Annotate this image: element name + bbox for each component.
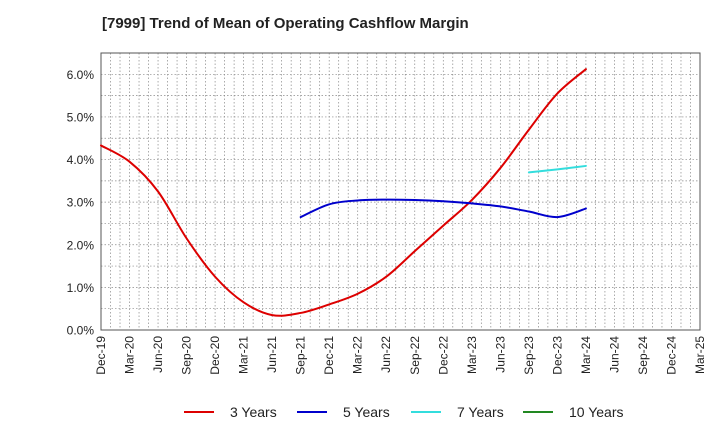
x-axis-tick-labels: Dec-19 Mar-20 Jun-20 Sep-20 Dec-20 Mar-21 Jun-… bbox=[94, 336, 707, 375]
x-tick-label: Mar-21 bbox=[237, 336, 251, 374]
x-tick-label: Sep-20 bbox=[180, 336, 194, 375]
y-tick-label: 5.0% bbox=[67, 110, 95, 124]
x-tick-label: Sep-21 bbox=[294, 336, 308, 375]
legend-item-10-years: 10 Years bbox=[523, 404, 624, 420]
x-tick-label: Sep-23 bbox=[522, 336, 536, 375]
legend-label: 7 Years bbox=[457, 404, 504, 420]
x-tick-label: Mar-24 bbox=[579, 336, 593, 374]
legend-swatch bbox=[297, 411, 327, 413]
y-tick-label: 6.0% bbox=[67, 68, 95, 82]
x-tick-label: Jun-20 bbox=[151, 336, 165, 373]
legend-swatch bbox=[184, 411, 214, 413]
series-line-7-years bbox=[527, 164, 587, 174]
chart-legend: 3 Years 5 Years 7 Years 10 Years bbox=[0, 404, 720, 426]
x-tick-label: Mar-20 bbox=[123, 336, 137, 374]
legend-item-3-years: 3 Years bbox=[184, 404, 277, 420]
x-tick-label: Jun-21 bbox=[265, 336, 279, 373]
grid-lines bbox=[100, 52, 701, 331]
legend-swatch bbox=[523, 411, 553, 413]
y-tick-label: 0.0% bbox=[67, 324, 95, 338]
legend-item-7-years: 7 Years bbox=[411, 404, 504, 420]
x-tick-label: Mar-23 bbox=[465, 336, 479, 374]
legend-label: 5 Years bbox=[343, 404, 390, 420]
legend-label: 10 Years bbox=[569, 404, 624, 420]
x-tick-label: Jun-24 bbox=[607, 336, 621, 373]
x-tick-label: Dec-19 bbox=[94, 336, 108, 375]
y-axis-tick-labels: 0.0% 1.0% 2.0% 3.0% 4.0% 5.0% 6.0% bbox=[67, 68, 95, 338]
x-tick-label: Sep-22 bbox=[408, 336, 422, 375]
chart-title: [7999] Trend of Mean of Operating Cashfl… bbox=[102, 15, 469, 32]
y-tick-label: 2.0% bbox=[67, 238, 95, 252]
x-tick-label: Jun-23 bbox=[493, 336, 507, 373]
x-tick-label: Dec-21 bbox=[322, 336, 336, 375]
x-tick-label: Dec-24 bbox=[664, 336, 678, 375]
series-line-5-years bbox=[299, 198, 587, 219]
x-tick-label: Mar-22 bbox=[351, 336, 365, 374]
series-line-3-years bbox=[100, 68, 587, 317]
y-tick-label: 3.0% bbox=[67, 196, 95, 210]
x-tick-label: Sep-24 bbox=[636, 336, 650, 375]
plot-area-frame bbox=[100, 52, 701, 331]
x-tick-label: Dec-22 bbox=[436, 336, 450, 375]
legend-label: 3 Years bbox=[230, 404, 277, 420]
x-tick-label: Dec-20 bbox=[208, 336, 222, 375]
series-lines bbox=[100, 68, 587, 317]
legend-swatch bbox=[411, 411, 441, 413]
x-tick-label: Mar-25 bbox=[693, 336, 707, 374]
x-tick-label: Dec-23 bbox=[550, 336, 564, 375]
legend-item-5-years: 5 Years bbox=[297, 404, 390, 420]
y-tick-label: 4.0% bbox=[67, 153, 95, 167]
y-tick-label: 1.0% bbox=[67, 281, 95, 295]
x-tick-label: Jun-22 bbox=[379, 336, 393, 373]
